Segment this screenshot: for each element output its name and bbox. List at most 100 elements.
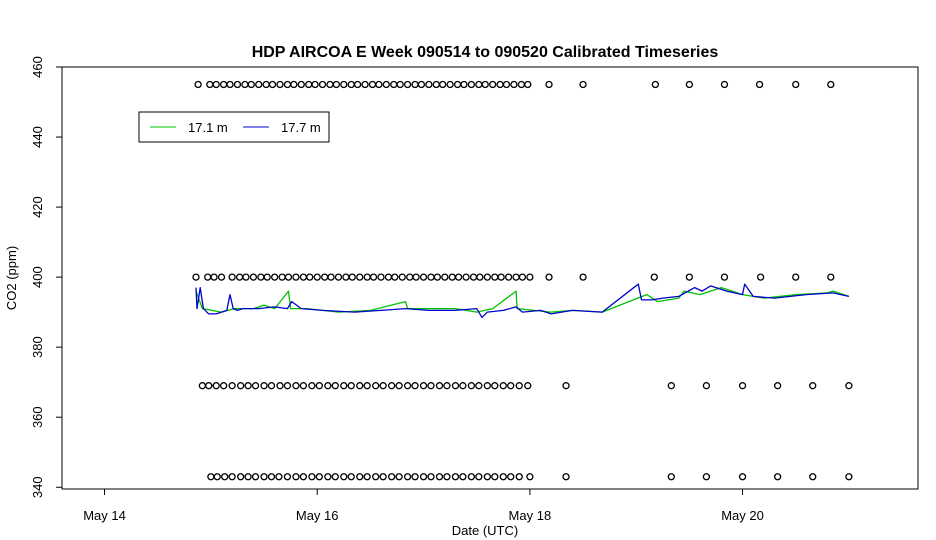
reference-point bbox=[496, 80, 504, 89]
reference-point bbox=[361, 80, 369, 89]
reference-point bbox=[489, 80, 497, 89]
reference-point bbox=[441, 273, 449, 281]
reference-point bbox=[411, 473, 419, 481]
reference-point bbox=[334, 273, 343, 281]
reference-point bbox=[318, 80, 327, 89]
reference-point bbox=[363, 382, 371, 390]
reference-point bbox=[299, 382, 308, 390]
reference-point bbox=[419, 473, 428, 481]
reference-point bbox=[439, 80, 447, 89]
reference-point bbox=[395, 382, 403, 390]
reference-point bbox=[475, 473, 483, 481]
reference-point bbox=[512, 273, 520, 281]
reference-point bbox=[219, 80, 228, 89]
reference-point bbox=[435, 382, 444, 390]
y-tick-label: 400 bbox=[30, 266, 45, 288]
reference-point bbox=[483, 273, 491, 281]
reference-point bbox=[507, 382, 515, 390]
reference-point bbox=[308, 382, 316, 390]
reference-point bbox=[773, 382, 782, 390]
reference-point bbox=[353, 80, 362, 89]
reference-point bbox=[251, 382, 260, 390]
y-axis-label: CO2 (ppm) bbox=[4, 246, 19, 310]
reference-point bbox=[524, 80, 532, 89]
x-tick-label: May 14 bbox=[83, 508, 126, 523]
reference-point bbox=[213, 473, 221, 481]
reference-point bbox=[685, 80, 694, 89]
x-axis: May 14 May 16 May 18 May 20 bbox=[83, 488, 764, 523]
reference-point bbox=[382, 80, 390, 89]
reference-point bbox=[499, 382, 507, 390]
reference-point bbox=[226, 80, 234, 89]
reference-point bbox=[755, 80, 764, 89]
reference-point bbox=[419, 273, 428, 281]
reference-point bbox=[526, 473, 534, 481]
reference-point bbox=[562, 382, 570, 390]
reference-point bbox=[332, 80, 340, 89]
reference-point bbox=[236, 382, 245, 390]
reference-point bbox=[368, 80, 377, 89]
reference-point bbox=[192, 273, 200, 281]
reference-point bbox=[406, 273, 414, 281]
reference-point bbox=[526, 273, 534, 281]
reference-point bbox=[435, 473, 444, 481]
reference-point bbox=[398, 273, 406, 281]
reference-point bbox=[235, 273, 244, 281]
reference-point bbox=[507, 473, 515, 481]
reference-point bbox=[276, 80, 284, 89]
reference-point bbox=[403, 473, 412, 481]
reference-point bbox=[267, 473, 276, 481]
series-line bbox=[195, 286, 850, 313]
reference-point bbox=[262, 80, 270, 89]
reference-point bbox=[283, 382, 292, 390]
reference-point bbox=[194, 80, 202, 89]
reference-point bbox=[228, 473, 236, 481]
reference-point bbox=[198, 382, 207, 390]
reference-point bbox=[278, 273, 286, 281]
reference-point bbox=[412, 273, 420, 281]
reference-point bbox=[249, 273, 258, 281]
reference-point bbox=[809, 382, 817, 390]
reference-point bbox=[475, 382, 483, 390]
reference-point bbox=[446, 80, 454, 89]
series-line bbox=[195, 283, 850, 319]
reference-point bbox=[217, 273, 226, 281]
reference-point bbox=[267, 382, 276, 390]
reference-point bbox=[459, 473, 467, 481]
reference-point bbox=[467, 80, 476, 89]
reference-point bbox=[524, 382, 532, 390]
reference-point bbox=[650, 273, 658, 281]
y-tick-label: 360 bbox=[30, 406, 45, 428]
x-axis-label: Date (UTC) bbox=[452, 523, 518, 538]
reference-point bbox=[283, 80, 292, 89]
reference-point bbox=[756, 273, 765, 281]
reference-point bbox=[331, 382, 339, 390]
reference-point bbox=[356, 382, 364, 390]
reference-point bbox=[427, 382, 435, 390]
reference-point bbox=[324, 473, 332, 481]
reference-point bbox=[292, 273, 300, 281]
reference-point bbox=[356, 273, 364, 281]
reference-point bbox=[462, 273, 470, 281]
reference-point bbox=[469, 273, 478, 281]
reference-point bbox=[792, 273, 800, 281]
reference-point bbox=[331, 473, 339, 481]
reference-point bbox=[292, 382, 300, 390]
reference-point bbox=[283, 473, 292, 481]
reference-point bbox=[247, 80, 255, 89]
reference-point bbox=[451, 473, 460, 481]
reference-point bbox=[667, 473, 675, 481]
y-tick-label: 420 bbox=[30, 196, 45, 218]
reference-point bbox=[311, 80, 319, 89]
reference-point bbox=[720, 273, 729, 281]
reference-point bbox=[260, 382, 268, 390]
reference-point bbox=[306, 273, 314, 281]
reference-point bbox=[411, 80, 419, 89]
reference-point bbox=[451, 382, 460, 390]
reference-point bbox=[257, 273, 265, 281]
x-tick-label: May 16 bbox=[296, 508, 339, 523]
reference-point bbox=[483, 473, 491, 481]
series-lines bbox=[195, 283, 850, 319]
reference-point bbox=[467, 473, 476, 481]
